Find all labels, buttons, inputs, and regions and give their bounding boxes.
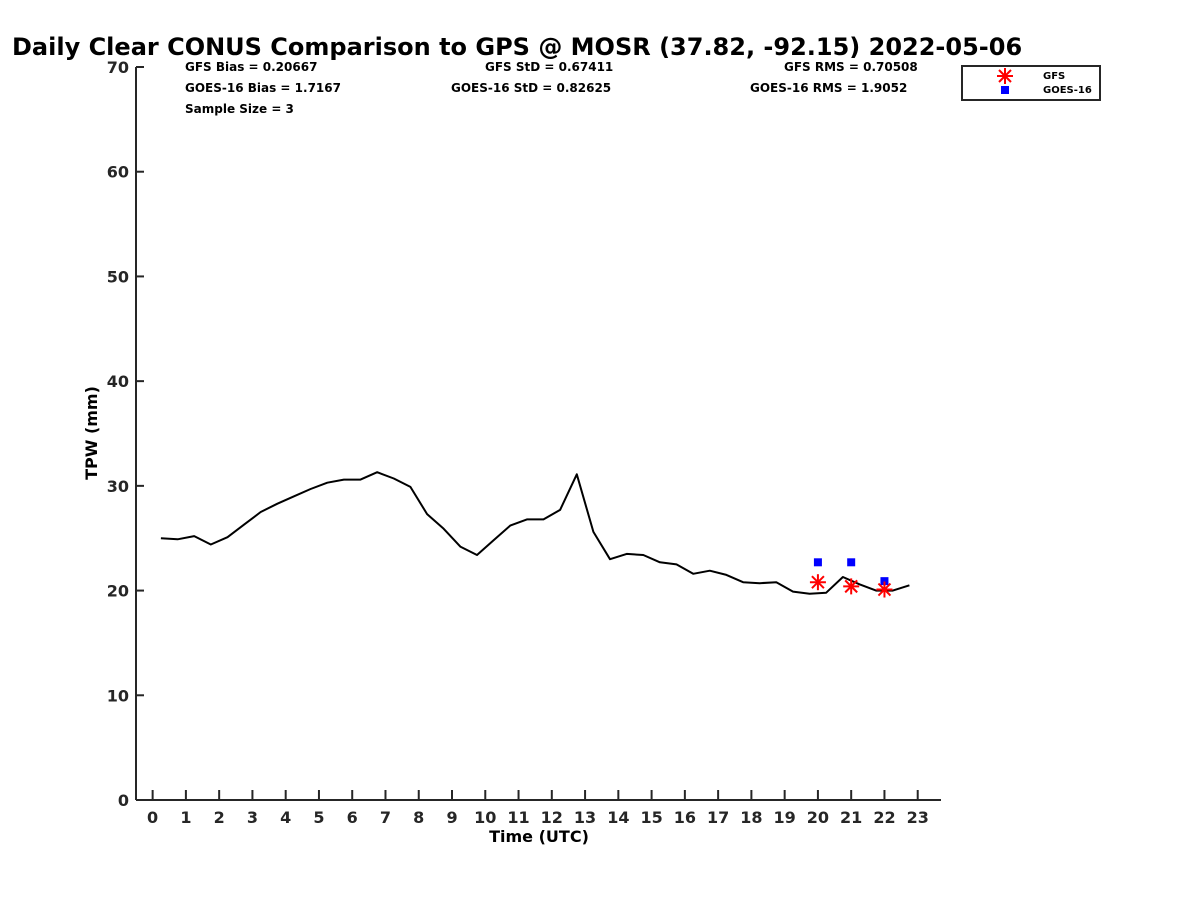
x-tick-label: 12 — [541, 808, 563, 827]
y-tick-label: 70 — [107, 58, 129, 77]
y-tick-label: 20 — [107, 582, 129, 601]
x-tick-label: 13 — [574, 808, 596, 827]
x-tick-label: 5 — [313, 808, 324, 827]
gfs-point — [876, 581, 893, 598]
x-tick-label: 18 — [740, 808, 762, 827]
x-axis-label: Time (UTC) — [489, 827, 589, 846]
goes-rms-stat: GOES-16 RMS = 1.9052 — [750, 81, 907, 95]
x-tick-label: 8 — [413, 808, 424, 827]
y-tick-label: 0 — [118, 791, 129, 810]
gfs-rms-stat: GFS RMS = 0.70508 — [784, 60, 918, 74]
x-tick-label: 3 — [247, 808, 258, 827]
legend-gfs-label: GFS — [1043, 71, 1065, 82]
legend-gfs-marker — [997, 68, 1013, 84]
legend: GFS GOES-16 — [961, 65, 1101, 101]
plot-area — [160, 471, 910, 598]
goes-std-stat: GOES-16 StD = 0.82625 — [451, 81, 611, 95]
x-tick-label: 16 — [674, 808, 696, 827]
x-tick-label: 7 — [380, 808, 391, 827]
y-tick-label: 60 — [107, 163, 129, 182]
y-tick-label: 10 — [107, 686, 129, 705]
x-tick-label: 21 — [840, 808, 862, 827]
y-axis-label: TPW (mm) — [82, 386, 101, 480]
x-ticks: 0 1 2 3 4 5 6 7 8 9 10 11 12 13 14 15 16 17 18 19 20 21 22 23 — [147, 790, 929, 827]
gfs-bias-stat: GFS Bias = 0.20667 — [185, 60, 317, 74]
y-ticks: 0 10 20 30 40 50 60 70 — [107, 58, 144, 810]
goes16-point — [847, 558, 856, 567]
gfs-std-stat: GFS StD = 0.67411 — [485, 60, 613, 74]
goes-bias-stat: GOES-16 Bias = 1.7167 — [185, 81, 341, 95]
y-tick-label: 30 — [107, 477, 129, 496]
x-tick-label: 11 — [507, 808, 529, 827]
x-tick-label: 22 — [873, 808, 895, 827]
x-tick-label: 10 — [474, 808, 496, 827]
x-tick-label: 17 — [707, 808, 729, 827]
y-tick-label: 40 — [107, 372, 129, 391]
x-tick-label: 23 — [907, 808, 929, 827]
sample-size-stat: Sample Size = 3 — [185, 102, 294, 116]
y-tick-label: 50 — [107, 267, 129, 286]
chart-title: Daily Clear CONUS Comparison to GPS @ MO… — [12, 33, 1022, 61]
x-tick-label: 6 — [347, 808, 358, 827]
legend-goes-marker — [1001, 86, 1009, 94]
gps-series-line — [160, 471, 910, 595]
x-tick-label: 9 — [446, 808, 457, 827]
legend-box — [961, 65, 1101, 101]
goes16-point — [880, 577, 889, 586]
gfs-point — [809, 574, 826, 591]
goes16-point — [813, 558, 822, 567]
x-tick-label: 2 — [214, 808, 225, 827]
x-tick-label: 0 — [147, 808, 158, 827]
gfs-point — [843, 578, 860, 595]
x-tick-label: 1 — [180, 808, 191, 827]
x-tick-label: 19 — [774, 808, 796, 827]
x-tick-label: 4 — [280, 808, 291, 827]
x-tick-label: 20 — [807, 808, 829, 827]
x-tick-label: 14 — [607, 808, 629, 827]
x-tick-label: 15 — [640, 808, 662, 827]
legend-goes-label: GOES-16 — [1043, 85, 1092, 96]
